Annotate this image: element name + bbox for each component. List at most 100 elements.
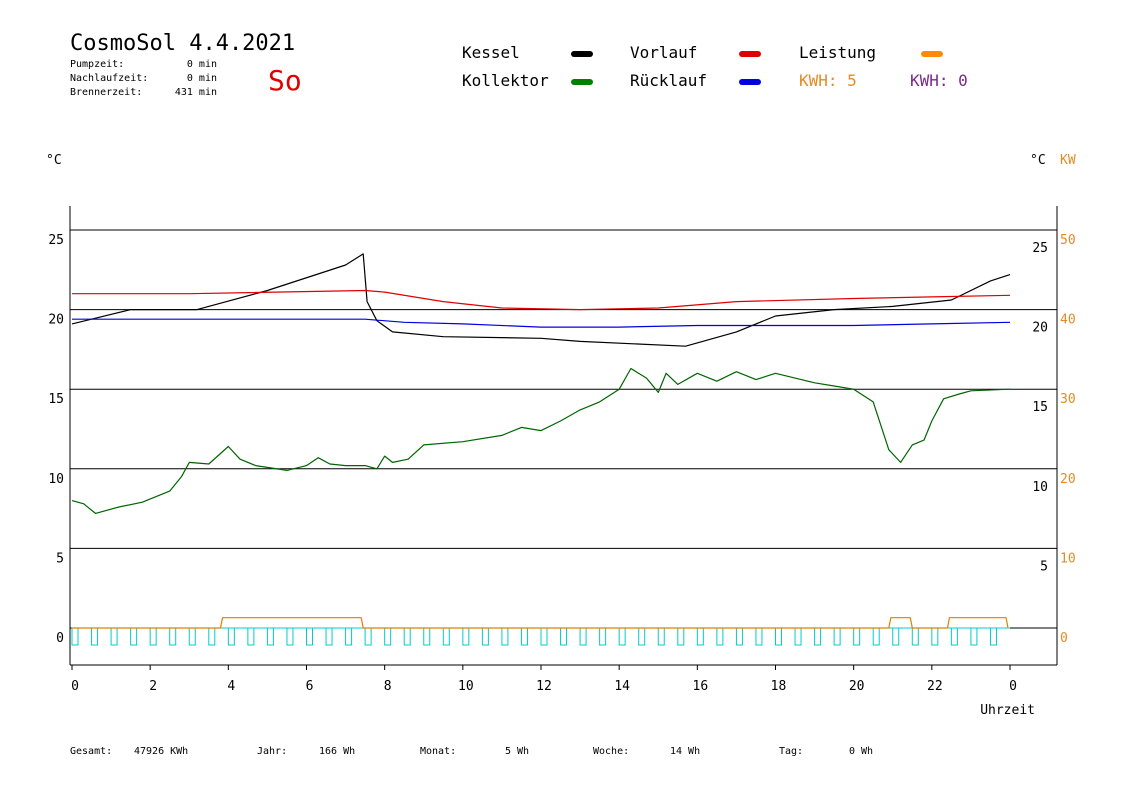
- x-tick-label: 16: [693, 679, 709, 694]
- stat-value-brennerzeit: 431 min: [175, 87, 217, 98]
- pump-marker: [657, 627, 665, 646]
- series-line-vorlauf: [72, 289, 1011, 311]
- pump-marker: [716, 627, 724, 646]
- pump-marker: [345, 627, 353, 646]
- footer-label-tag: Tag:: [779, 746, 803, 757]
- y-tick-label-kw: 40: [1060, 313, 1076, 328]
- pump-marker: [853, 627, 861, 646]
- x-tick-label: 14: [614, 679, 630, 694]
- pump-marker: [71, 627, 79, 646]
- legend-label-ruecklauf: Rücklauf: [630, 71, 707, 90]
- legend-label-vorlauf: Vorlauf: [630, 43, 697, 62]
- pump-marker: [755, 627, 763, 646]
- pump-marker: [599, 627, 607, 646]
- series-line-kollektor: [71, 367, 1011, 514]
- x-axis-label: Uhrzeit: [980, 703, 1035, 718]
- x-tick-label: 0: [1009, 679, 1017, 694]
- y-tick-label-right: 5: [1040, 559, 1048, 574]
- footer-label-monat: Monat:: [420, 746, 456, 757]
- pump-marker: [130, 627, 138, 646]
- footer-value-tag: 0 Wh: [849, 746, 873, 757]
- footer-label-jahr: Jahr:: [257, 746, 287, 757]
- pump-marker: [462, 627, 470, 646]
- kwh-orange-label: KWH: 5: [799, 71, 857, 90]
- y-tick-label-right: 20: [1032, 321, 1048, 336]
- pump-marker: [775, 627, 782, 646]
- y-tick-label-left: 20: [48, 313, 64, 328]
- y-tick-label-kw: 30: [1060, 392, 1076, 407]
- y-tick-label-left: 25: [48, 233, 64, 248]
- y-tick-label-kw: 20: [1060, 472, 1076, 487]
- pump-marker: [892, 627, 900, 646]
- x-tick-label: 22: [927, 679, 943, 694]
- x-tick-label: 8: [384, 679, 392, 694]
- y-tick-label-left: 0: [56, 631, 64, 646]
- pump-marker: [110, 627, 118, 646]
- y-tick-label-right: 25: [1032, 241, 1048, 256]
- kwh-purple-label: KWH: 0: [910, 71, 968, 90]
- pump-marker: [266, 627, 274, 646]
- pump-marker: [735, 627, 743, 646]
- pump-marker: [208, 627, 216, 646]
- pump-marker: [325, 627, 333, 646]
- pump-marker: [911, 627, 919, 646]
- pump-marker: [931, 627, 939, 646]
- footer-value-monat: 5 Wh: [505, 746, 529, 757]
- pump-marker: [794, 627, 802, 646]
- day-label: So: [268, 64, 302, 97]
- pump-marker: [618, 627, 626, 646]
- pump-marker: [384, 627, 392, 646]
- pump-marker: [149, 627, 157, 646]
- footer-value-gesamt: 47926 KWh: [134, 746, 188, 757]
- pump-marker: [286, 627, 294, 646]
- pump-marker: [814, 627, 822, 646]
- y-tick-label-right: 10: [1032, 480, 1048, 495]
- footer-label-gesamt: Gesamt:: [70, 746, 112, 757]
- pump-marker: [501, 627, 509, 646]
- stat-label-brennerzeit: Brennerzeit:: [70, 87, 142, 98]
- pump-marker: [677, 627, 685, 646]
- left-axis-unit: °C: [46, 153, 62, 168]
- y-tick-label-left: 5: [56, 551, 64, 566]
- right-axis-unit: °C: [1030, 153, 1046, 168]
- pump-marker: [91, 627, 99, 646]
- series-line-leistung: [72, 617, 1009, 629]
- y-tick-label-kw: 50: [1060, 233, 1076, 248]
- pump-marker: [638, 627, 646, 646]
- pump-marker: [560, 627, 568, 646]
- pump-marker: [247, 627, 255, 646]
- legend-label-kollektor: Kollektor: [462, 71, 549, 90]
- legend-label-leistung: Leistung: [799, 43, 876, 62]
- x-tick-label: 20: [849, 679, 865, 694]
- pump-marker: [950, 627, 958, 646]
- y-tick-label-kw: 0: [1060, 631, 1068, 646]
- stat-value-pumpzeit: 0 min: [187, 59, 217, 70]
- pump-marker: [540, 627, 548, 646]
- pump-marker: [696, 627, 704, 646]
- footer-value-jahr: 166 Wh: [319, 746, 355, 757]
- stat-value-nachlaufzeit: 0 min: [187, 73, 217, 84]
- x-tick-label: 0: [71, 679, 79, 694]
- pump-marker: [227, 627, 235, 646]
- pump-marker: [872, 627, 880, 646]
- pump-marker: [364, 627, 372, 646]
- series-line-kessel: [71, 253, 1011, 347]
- pump-marker: [989, 627, 997, 646]
- legend-label-kessel: Kessel: [462, 43, 520, 62]
- y-tick-label-left: 10: [48, 472, 64, 487]
- right-axis-unit-kw: KW: [1060, 153, 1076, 168]
- pump-marker: [970, 627, 978, 646]
- y-tick-label-kw: 10: [1060, 551, 1076, 566]
- stat-label-pumpzeit: Pumpzeit:: [70, 59, 124, 70]
- stat-label-nachlaufzeit: Nachlaufzeit:: [70, 73, 148, 84]
- x-tick-label: 6: [306, 679, 314, 694]
- chart-title: CosmoSol 4.4.2021: [70, 31, 295, 56]
- pump-marker: [833, 627, 841, 646]
- pump-marker: [423, 627, 431, 646]
- y-tick-label-left: 15: [48, 392, 64, 407]
- pump-marker: [188, 627, 196, 646]
- pump-marker: [306, 627, 313, 646]
- pump-marker: [520, 627, 528, 646]
- pump-marker: [403, 627, 411, 646]
